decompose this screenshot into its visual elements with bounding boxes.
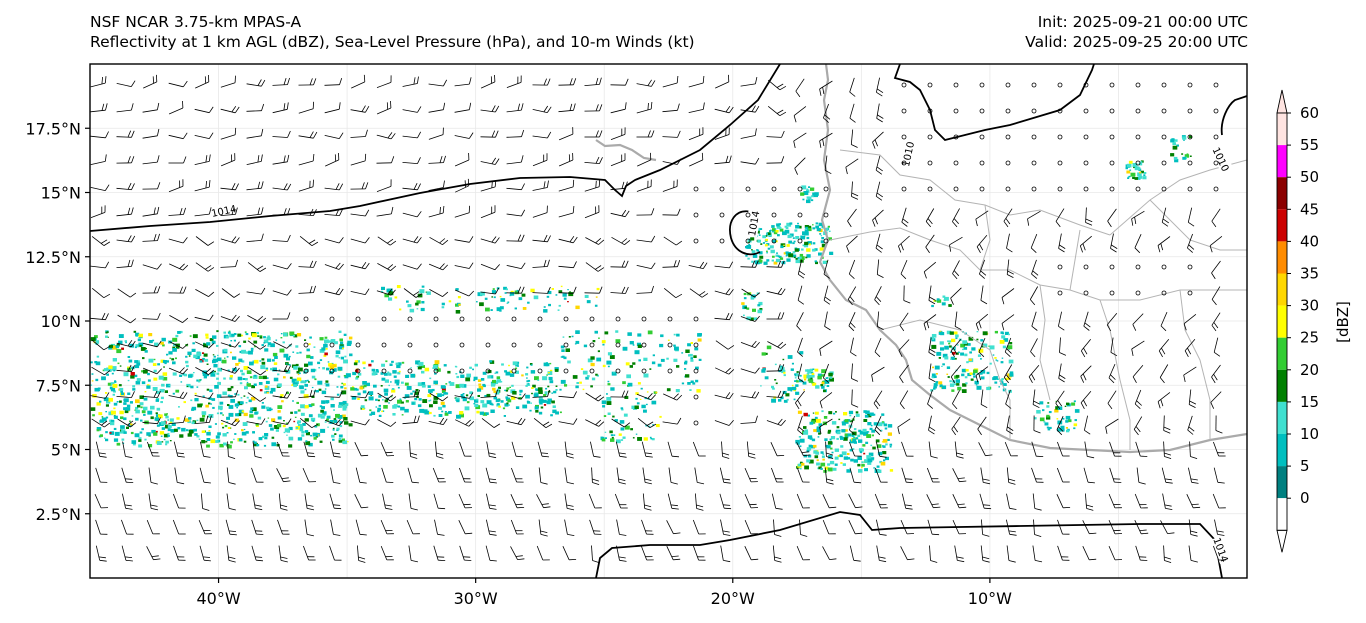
colorbar-extend-min [1276, 529, 1288, 553]
colorbar-tick-label: 5 [1300, 457, 1310, 475]
colorbar-segment [1277, 209, 1287, 242]
colorbar-tick-label: 35 [1300, 265, 1319, 283]
field-description: Reflectivity at 1 km AGL (dBZ), Sea-Leve… [90, 33, 695, 51]
lat-tick-label: 15°N [41, 184, 81, 203]
colorbar-tick-label: 40 [1300, 232, 1319, 250]
init-time: Init: 2025-09-21 00:00 UTC [1037, 13, 1248, 31]
colorbar-segment [1277, 369, 1287, 402]
colorbar-segment [1277, 177, 1287, 210]
colorbar-extend-max [1276, 89, 1288, 114]
lon-tick-label: 30°W [454, 589, 498, 608]
colorbar-segment [1277, 434, 1287, 467]
colorbar-segment [1277, 401, 1287, 434]
colorbar-segment [1277, 241, 1287, 274]
coastline [595, 64, 1247, 454]
colorbar-tick-label: 10 [1300, 425, 1319, 443]
lat-tick-label: 2.5°N [36, 505, 81, 524]
country-borders [829, 149, 1247, 450]
colorbar-segment [1277, 145, 1287, 178]
lat-tick-label: 5°N [51, 441, 81, 460]
title-right: Init: 2025-09-21 00:00 UTC Valid: 2025-0… [1025, 12, 1248, 52]
colorbar-tick-label: 45 [1300, 200, 1319, 218]
colorbar-segment [1277, 337, 1287, 370]
colorbar-segment [1277, 113, 1287, 146]
colorbar-tick-label: 0 [1300, 489, 1310, 507]
colorbar-tick-label: 20 [1300, 361, 1319, 379]
colorbar-segment [1277, 273, 1287, 306]
contour-label: 1014 [747, 210, 762, 237]
colorbar-segment [1277, 498, 1287, 531]
colorbar-tick-label: 30 [1300, 297, 1319, 315]
title-left: NSF NCAR 3.75-km MPAS-A Reflectivity at … [90, 12, 695, 52]
colorbar-segment [1277, 305, 1287, 338]
axis-ticks: 2.5°N 5°N 7.5°N 10°N 12.5°N 15°N 17.5°N 40°W 30°… [25, 119, 1012, 608]
lat-tick-label: 7.5°N [36, 376, 81, 395]
colorbar-tick-label: 15 [1300, 393, 1319, 411]
valid-time: Valid: 2025-09-25 20:00 UTC [1025, 33, 1248, 51]
colorbar-tick-label: 25 [1300, 329, 1319, 347]
model-title: NSF NCAR 3.75-km MPAS-A [90, 13, 302, 31]
colorbar-label: [dBZ] [1334, 301, 1352, 343]
wind-barbs [90, 74, 1226, 563]
lat-tick-label: 10°N [41, 312, 81, 331]
colorbar: 0 5 10 15 20 25 30 35 40 45 50 55 60 [1276, 89, 1319, 553]
lon-tick-label: 40°W [196, 589, 240, 608]
gridlines [90, 64, 1247, 578]
contour-label: 1014 [210, 204, 237, 220]
lat-tick-label: 12.5°N [25, 248, 81, 267]
colorbar-tick-label: 55 [1300, 136, 1319, 154]
colorbar-tick-label: 60 [1300, 104, 1319, 122]
colorbar-segment [1277, 466, 1287, 499]
lon-tick-label: 10°W [968, 589, 1012, 608]
lon-tick-label: 20°W [711, 589, 755, 608]
colorbar-tick-label: 50 [1300, 168, 1319, 186]
lat-tick-label: 17.5°N [25, 119, 81, 138]
